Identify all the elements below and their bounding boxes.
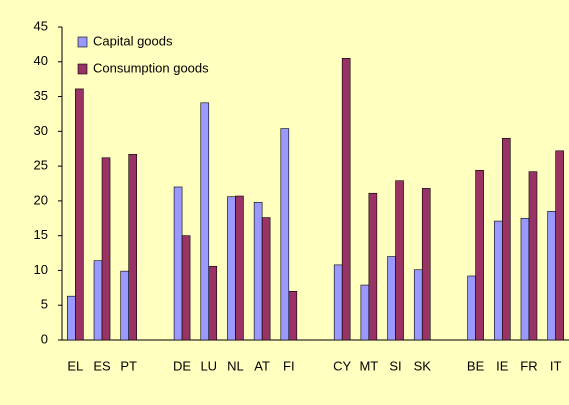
legend-swatch [77,63,88,75]
y-tick-label: 20 [34,192,48,207]
x-tick-label: MT [359,358,378,373]
x-tick-label: SK [414,358,432,373]
bar [501,137,511,341]
bar [547,211,556,341]
x-tick-label: DE [173,358,191,373]
bar [520,217,530,341]
bar [75,88,84,341]
bar [555,150,564,341]
bar [395,180,404,341]
bar [200,102,210,341]
bar [421,188,431,341]
x-tick-label: ES [93,358,111,373]
bar [101,157,111,341]
bar [93,260,103,341]
bar [227,196,236,341]
y-tick-label: 35 [34,88,48,103]
legend-label: Consumption goods [93,60,209,75]
y-tick-label: 0 [41,331,48,346]
bar [475,169,484,341]
y-tick-label: 15 [34,227,48,242]
bar [528,171,538,341]
x-tick-label: LU [200,358,217,373]
x-tick-label: NL [227,358,244,373]
x-tick-label: SI [389,358,401,373]
x-tick-label: FI [283,358,295,373]
x-tick-label: EL [67,358,83,373]
bar [67,295,76,341]
bar [333,264,343,341]
bar [128,153,138,341]
x-tick-label: FR [520,358,537,373]
legend-label: Capital goods [93,33,173,48]
bar [120,270,130,341]
y-tick-label: 10 [34,262,48,277]
y-tick-label: 30 [34,123,48,138]
legend-swatch [77,36,88,48]
y-tick-label: 45 [34,18,48,33]
x-tick-label: IT [550,358,562,373]
bar [368,192,378,341]
x-tick-label: CY [333,358,351,373]
bar [341,57,351,341]
bar [467,275,476,341]
bar [360,284,370,341]
bar [235,195,244,341]
y-tick-label: 5 [41,297,48,312]
bar [173,186,183,341]
bar [387,256,396,341]
bar [181,235,191,341]
bar [288,291,298,341]
x-tick-label: IE [496,358,509,373]
bar [280,128,290,341]
x-tick-label: PT [120,358,137,373]
bar [413,269,423,341]
x-tick-label: AT [254,358,270,373]
bar [253,201,263,341]
bar [261,217,271,341]
y-tick-label: 40 [34,53,48,68]
x-tick-label: BE [467,358,485,373]
bar [493,220,503,341]
y-tick-label: 25 [34,158,48,173]
bar [208,265,218,341]
